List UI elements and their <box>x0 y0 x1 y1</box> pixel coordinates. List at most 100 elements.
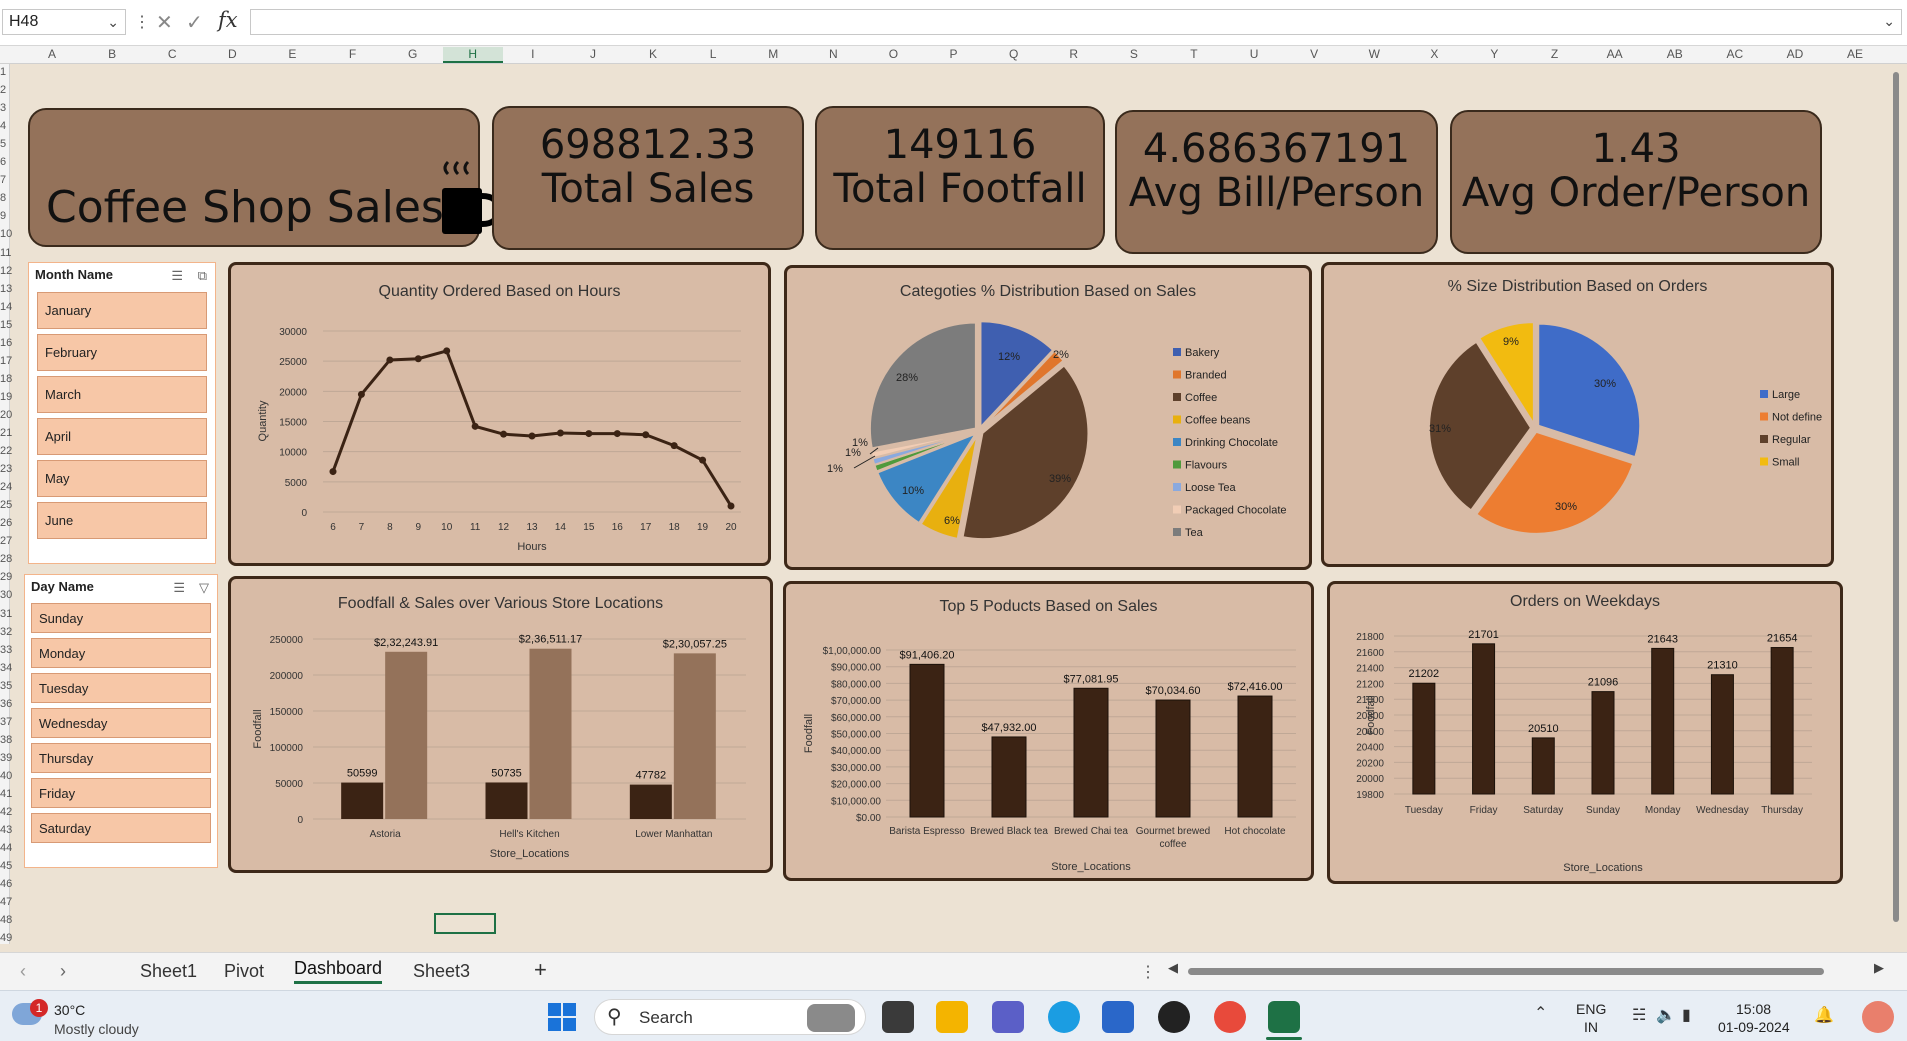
column-header[interactable]: Z <box>1550 47 1559 61</box>
row-header[interactable]: 21 <box>0 427 13 439</box>
column-header[interactable]: V <box>1310 47 1319 61</box>
cancel-icon[interactable]: ✕ <box>156 12 173 34</box>
column-header[interactable]: O <box>888 47 899 61</box>
slicer-item-sunday[interactable]: Sunday <box>31 603 211 633</box>
insert-function-icon[interactable]: fx <box>218 8 238 32</box>
row-header[interactable]: 49 <box>0 932 13 945</box>
chevron-up-icon[interactable]: ⌃ <box>1534 1005 1548 1022</box>
column-header[interactable]: F <box>348 47 357 61</box>
column-header[interactable]: M <box>768 47 779 61</box>
weather-temp[interactable]: 30°C <box>54 1002 86 1018</box>
bell-icon[interactable]: 🔔 <box>1814 1007 1834 1024</box>
clock-time[interactable]: 15:08 <box>1736 1001 1772 1017</box>
multi-select-icon[interactable]: ☰ <box>173 580 185 595</box>
row-header[interactable]: 1 <box>0 66 7 78</box>
task-view-icon[interactable] <box>882 1001 914 1033</box>
tab-pivot[interactable]: Pivot <box>224 961 265 981</box>
more-options-icon[interactable]: ⋮ <box>134 14 150 31</box>
row-header[interactable]: 37 <box>0 715 13 728</box>
row-header[interactable]: 33 <box>0 643 13 656</box>
column-header[interactable]: AB <box>1666 47 1683 61</box>
column-header[interactable]: J <box>589 47 596 61</box>
column-header[interactable]: C <box>167 47 177 61</box>
column-header[interactable]: S <box>1129 47 1138 61</box>
column-header[interactable]: T <box>1190 47 1198 61</box>
slicer-item-wednesday[interactable]: Wednesday <box>31 708 211 738</box>
name-box[interactable]: H48 ⌄ <box>2 9 126 35</box>
row-header[interactable]: 31 <box>0 607 13 620</box>
clear-filter-icon[interactable]: ▽ <box>199 580 209 595</box>
slicer-item-friday[interactable]: Friday <box>31 778 211 808</box>
more-options-icon[interactable]: ⋮ <box>1140 964 1156 981</box>
formula-input[interactable]: ⌄ <box>250 9 1902 35</box>
tab-sheet1[interactable]: Sheet1 <box>140 961 198 981</box>
row-header[interactable]: 46 <box>0 878 13 891</box>
teams-icon[interactable] <box>992 1001 1024 1033</box>
prev-sheet-icon[interactable]: ‹ <box>20 961 26 981</box>
column-header[interactable]: L <box>709 47 717 61</box>
row-header[interactable]: 35 <box>0 679 13 692</box>
chevron-down-icon[interactable]: ⌄ <box>107 14 119 30</box>
row-header[interactable]: 7 <box>0 174 7 187</box>
row-header[interactable]: 4 <box>0 120 7 133</box>
row-header[interactable]: 13 <box>0 282 13 295</box>
slicer-item-june[interactable]: June <box>37 502 207 539</box>
row-header[interactable]: 10 <box>0 228 13 241</box>
battery-icon[interactable]: ▮ <box>1682 1007 1691 1024</box>
column-header[interactable]: N <box>829 47 838 61</box>
multi-select-icon[interactable]: ☰ <box>171 268 183 283</box>
selected-cell[interactable] <box>434 913 496 934</box>
row-header[interactable]: 23 <box>0 463 13 476</box>
row-header[interactable]: 28 <box>0 553 13 566</box>
vertical-scrollbar[interactable] <box>1891 66 1901 946</box>
lang-code[interactable]: ENG <box>1576 1001 1607 1017</box>
excel-icon[interactable] <box>1268 1001 1300 1033</box>
column-header[interactable]: U <box>1249 47 1259 61</box>
store-icon[interactable] <box>1102 1001 1134 1033</box>
tab-dashboard[interactable]: Dashboard <box>294 958 383 984</box>
slicer-item-april[interactable]: April <box>37 418 207 455</box>
row-header[interactable]: 29 <box>0 571 13 584</box>
column-header[interactable]: X <box>1430 47 1439 61</box>
column-header[interactable]: Y <box>1490 47 1499 61</box>
tab-sheet3[interactable]: Sheet3 <box>413 961 471 981</box>
row-header[interactable]: 47 <box>0 896 13 909</box>
column-header[interactable]: D <box>228 47 237 61</box>
row-header[interactable]: 45 <box>0 860 13 873</box>
clock-date[interactable]: 01-09-2024 <box>1718 1019 1790 1035</box>
weather-desc[interactable]: Mostly cloudy <box>54 1021 139 1037</box>
row-header[interactable]: 41 <box>0 788 13 800</box>
row-header[interactable]: 38 <box>0 733 13 746</box>
slicer-item-may[interactable]: May <box>37 460 207 497</box>
row-header[interactable]: 5 <box>0 138 7 151</box>
column-header[interactable]: H <box>442 47 503 63</box>
slicer-item-thursday[interactable]: Thursday <box>31 743 211 773</box>
row-header[interactable]: 19 <box>0 390 13 403</box>
row-header[interactable]: 48 <box>0 914 13 927</box>
row-header[interactable]: 16 <box>0 336 13 349</box>
column-header[interactable]: AD <box>1786 47 1804 61</box>
row-header[interactable]: 27 <box>0 535 13 548</box>
row-header[interactable]: 36 <box>0 697 13 710</box>
column-header[interactable]: I <box>531 47 535 61</box>
horizontal-scrollbar[interactable]: ◀ ▶ <box>1168 960 1884 975</box>
slicer-item-tuesday[interactable]: Tuesday <box>31 673 211 703</box>
enter-icon[interactable]: ✓ <box>186 12 203 34</box>
column-header[interactable]: AA <box>1606 47 1623 61</box>
row-header[interactable]: 34 <box>0 661 13 674</box>
row-header[interactable]: 17 <box>0 354 13 367</box>
row-header[interactable]: 20 <box>0 408 13 421</box>
next-sheet-icon[interactable]: › <box>60 961 66 981</box>
search-box[interactable]: ⚲ Search <box>594 999 866 1035</box>
file-explorer-icon[interactable] <box>936 1001 968 1033</box>
row-header[interactable]: 22 <box>0 445 13 458</box>
row-header[interactable]: 12 <box>0 264 13 277</box>
row-header[interactable]: 44 <box>0 842 13 855</box>
row-header[interactable]: 39 <box>0 751 13 764</box>
row-header[interactable]: 43 <box>0 824 13 837</box>
row-header[interactable]: 42 <box>0 806 13 819</box>
row-header[interactable]: 40 <box>0 769 13 782</box>
column-header[interactable]: P <box>949 47 958 61</box>
volume-icon[interactable]: 🔈 <box>1656 1007 1676 1024</box>
column-header[interactable]: AC <box>1726 47 1744 61</box>
